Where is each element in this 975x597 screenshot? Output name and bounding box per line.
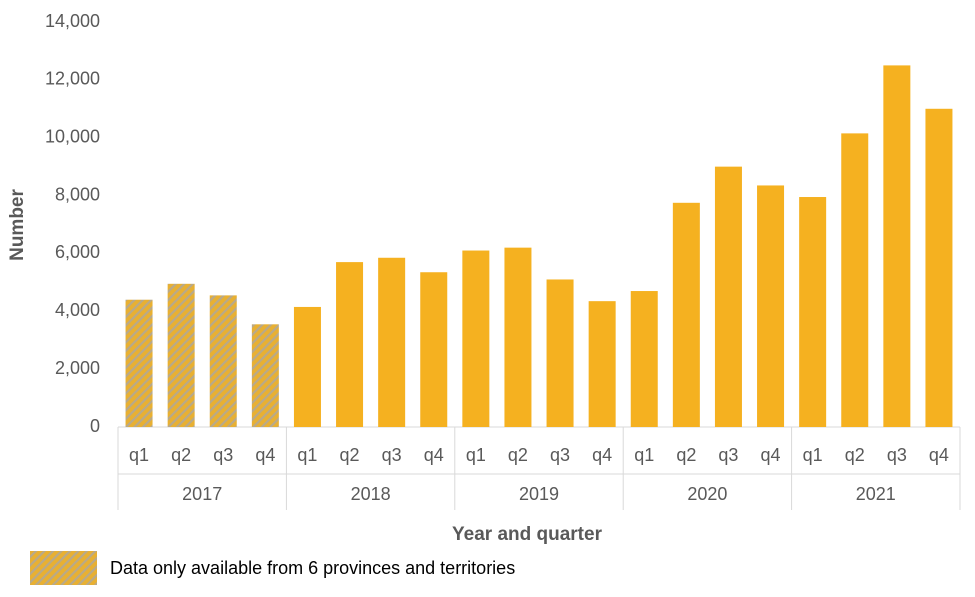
bar	[714, 166, 742, 427]
x-tick-label: q4	[424, 445, 444, 465]
y-tick-label: 2,000	[55, 358, 100, 378]
x-tick-label: q1	[634, 445, 654, 465]
legend-label: Data only available from 6 provinces and…	[110, 558, 515, 578]
x-axis-title: Year and quarter	[452, 524, 603, 545]
group-label: 2018	[351, 484, 391, 504]
bar	[293, 306, 321, 427]
x-tick-label: q4	[255, 445, 275, 465]
y-tick-label: 6,000	[55, 242, 100, 262]
x-tick-label: q4	[761, 445, 781, 465]
bar	[251, 324, 279, 427]
group-label: 2021	[856, 484, 896, 504]
y-tick-label: 12,000	[45, 69, 100, 89]
bar	[209, 295, 237, 427]
x-tick-label: q1	[466, 445, 486, 465]
bar	[462, 250, 490, 427]
bar	[336, 262, 364, 427]
bar	[378, 257, 406, 427]
x-tick-label: q1	[803, 445, 823, 465]
y-tick-label: 8,000	[55, 184, 100, 204]
bar	[504, 247, 532, 427]
group-label: 2017	[182, 484, 222, 504]
bar	[546, 279, 574, 427]
legend-swatch	[30, 551, 97, 585]
y-tick-label: 4,000	[55, 300, 100, 320]
x-tick-label: q4	[592, 445, 612, 465]
x-tick-label: q2	[845, 445, 865, 465]
bar	[841, 133, 869, 427]
y-tick-label: 10,000	[45, 126, 100, 146]
x-tick-label: q2	[171, 445, 191, 465]
bar	[167, 283, 195, 427]
y-axis-title: Number	[7, 189, 28, 261]
x-tick-label: q3	[382, 445, 402, 465]
x-tick-label: q3	[887, 445, 907, 465]
x-tick-label: q3	[718, 445, 738, 465]
bar	[420, 272, 448, 427]
bar	[125, 299, 153, 427]
bar	[672, 202, 700, 427]
y-tick-label: 14,000	[45, 11, 100, 31]
bar	[925, 108, 953, 428]
x-tick-label: q1	[129, 445, 149, 465]
y-tick-label: 0	[90, 416, 100, 436]
bar	[799, 197, 827, 427]
x-tick-label: q2	[676, 445, 696, 465]
x-tick-label: q2	[508, 445, 528, 465]
x-tick-label: q3	[550, 445, 570, 465]
group-label: 2020	[687, 484, 727, 504]
x-tick-label: q3	[213, 445, 233, 465]
x-tick-label: q2	[340, 445, 360, 465]
bar	[883, 65, 911, 428]
bar	[588, 301, 616, 427]
group-label: 2019	[519, 484, 559, 504]
bar	[757, 185, 785, 427]
x-tick-label: q4	[929, 445, 949, 465]
bar	[630, 291, 658, 427]
x-tick-label: q1	[297, 445, 317, 465]
